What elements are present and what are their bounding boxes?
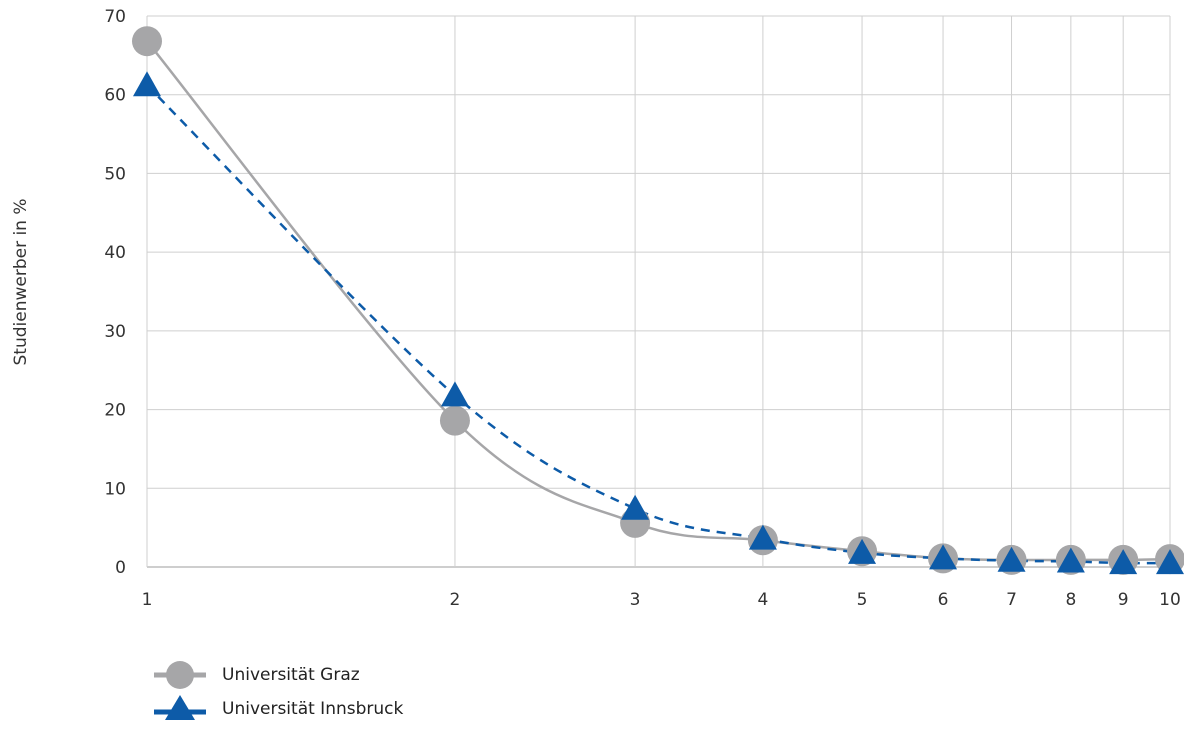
data-point-graz <box>439 405 470 436</box>
series-lines <box>146 40 1171 565</box>
x-tick-label: 4 <box>757 590 768 610</box>
chart: 0 10 20 30 40 50 60 70 1 2 3 4 5 6 7 8 9 10 <box>104 7 1184 610</box>
data-point-innsbruck <box>1109 549 1138 575</box>
data-point-innsbruck <box>848 538 877 564</box>
x-tick-label: 9 <box>1118 590 1129 610</box>
data-point-innsbruck <box>621 494 650 520</box>
legend: Universität Graz Universität Innsbruck <box>150 658 403 726</box>
x-tick-label: 10 <box>1159 590 1181 610</box>
data-point-innsbruck <box>997 546 1026 572</box>
data-point-graz <box>132 26 162 57</box>
tick-labels: 0 10 20 30 40 50 60 70 1 2 3 4 5 6 7 8 9 10 <box>104 7 1180 610</box>
series-markers <box>132 26 1184 575</box>
x-tick-label: 7 <box>1006 590 1017 610</box>
legend-item-graz: Universität Graz <box>150 658 403 692</box>
series-line-0 <box>146 40 1171 562</box>
y-tick-label: 10 <box>104 479 126 499</box>
y-tick-label: 70 <box>104 7 126 27</box>
data-point-innsbruck <box>1056 547 1085 573</box>
y-tick-label: 20 <box>104 401 126 421</box>
x-tick-label: 5 <box>857 590 868 610</box>
y-tick-label: 30 <box>104 322 126 342</box>
legend-swatch-innsbruck <box>154 695 206 720</box>
grid <box>146 15 1171 568</box>
y-tick-label: 0 <box>115 558 126 578</box>
x-tick-label: 8 <box>1065 590 1076 610</box>
data-point-innsbruck <box>440 381 469 407</box>
series-line-1 <box>146 84 1171 565</box>
legend-label-graz: Universität Graz <box>222 665 360 685</box>
y-tick-label: 60 <box>104 86 126 106</box>
legend-swatch-graz <box>154 661 206 689</box>
data-point-innsbruck <box>1156 549 1184 575</box>
y-tick-label: 40 <box>104 243 126 263</box>
data-point-innsbruck <box>133 71 161 97</box>
x-tick-label: 1 <box>142 590 153 610</box>
x-tick-label: 6 <box>938 590 949 610</box>
data-point-innsbruck <box>748 524 777 550</box>
x-tick-label: 3 <box>630 590 641 610</box>
x-tick-label: 2 <box>450 590 461 610</box>
y-tick-label: 50 <box>104 164 126 184</box>
data-point-innsbruck <box>929 544 958 570</box>
y-axis-label: Studienwerber in % <box>11 198 31 366</box>
legend-item-innsbruck: Universität Innsbruck <box>150 692 403 726</box>
legend-label-innsbruck: Universität Innsbruck <box>222 699 404 719</box>
